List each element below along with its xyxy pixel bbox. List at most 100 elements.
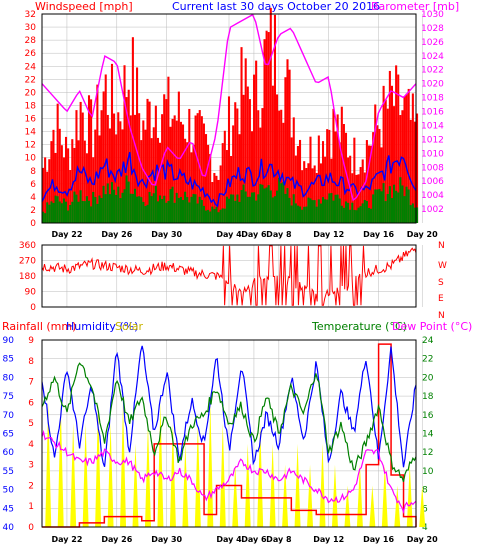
temperature-y-tick: 24 [422,336,434,346]
wind-low-bar [156,201,159,223]
wind-low-bar [69,204,72,223]
wind-low-bar [244,191,247,223]
wind-low-bar [127,181,130,223]
wind-gust-bar [278,110,281,223]
wind-y-tick: 20 [25,88,37,98]
wind-gust-bar [60,145,63,223]
wind-y-tick: 32 [25,10,36,20]
wind-low-bar [259,184,262,223]
wind-low-bar [50,201,53,223]
barometer-y-tick: 1020 [421,80,444,90]
barometer-y-tick: 1002 [421,205,444,215]
barometer-y-tick: 1026 [421,38,444,48]
barometer-y-tick: 1010 [421,149,444,159]
wind-low-bar [184,191,187,223]
wind-gust-bar [294,155,297,223]
wind-low-bar [357,207,360,223]
wind-gust-bar [390,85,394,223]
chart-title: Current last 30 days October 20 2016 [172,0,380,13]
wind-low-bar [311,200,314,223]
wind-gust-bar [52,129,55,223]
wind-gust-bar [194,115,197,223]
solar-spike [95,402,102,527]
rain-y-tick: 7 [28,378,34,388]
wind-low-bar [138,196,141,223]
wind-low-bar [393,184,396,223]
direction-y-tick: 270 [19,257,36,267]
wind-low-bar [248,196,251,223]
wind-low-bar [342,207,345,223]
solar-spike [369,485,376,527]
solar-spike [294,443,301,527]
wind-gust-bar [240,47,243,223]
solar-spike [319,443,326,527]
wind-low-bar [106,183,109,223]
wind-gust-bar [234,102,237,223]
wind-gust-bar [73,147,76,223]
wind-low-bar [81,200,84,223]
wind-low-bar [257,194,260,223]
barometer-y-tick: 1004 [421,191,444,201]
wind-low-bar [152,193,155,223]
wind-gust-bar [255,60,258,224]
temperature-y-tick: 16 [422,411,434,421]
wind-gust-bar [165,99,168,223]
wind-gust-bar [236,108,239,223]
wind-low-bar [161,199,164,223]
wind-low-bar [179,196,182,223]
wind-low-bar [416,207,419,223]
wind-low-bar [213,208,216,223]
solar-spike [120,402,127,527]
wind-y-tick: 24 [25,62,37,72]
wind-gust-bar [253,74,256,224]
wind-low-bar [395,190,398,223]
wind-low-bar [60,203,63,223]
wind-gust-bar [388,70,391,223]
wind-low-bar [309,198,312,223]
x-tick-label: Day 4 [216,535,242,544]
wind-low-bar [98,195,101,223]
wind-low-bar [405,186,408,223]
humidity-y-tick: 60 [3,448,15,458]
solar-spike [157,402,164,527]
wind-gust-bar [64,136,68,223]
wind-gust-bar [317,135,320,223]
wind-low-bar [215,206,218,223]
x-tick-label: Day 20 [407,535,438,544]
wind-low-bar [349,209,352,223]
wind-y-tick: 12 [25,141,36,151]
wind-low-bar [110,182,114,223]
direction-label: S [438,278,444,288]
wind-gust-bar [344,132,348,223]
rain-y-tick: 0 [28,523,34,533]
wind-gust-bar [90,99,93,223]
barometer-y-tick: 1024 [421,52,444,62]
wind-low-bar [108,194,111,223]
wind-low-bar [202,205,205,223]
wind-low-bar [100,198,103,223]
humidity-y-tick: 45 [3,504,14,514]
wind-barometer-panel: 0246810121416182022242628303210021004100… [25,7,444,239]
direction-y-tick: 360 [19,241,36,251]
wind-low-bar [273,196,276,223]
humidity-y-tick: 55 [3,467,14,477]
rainfall-axis-title: Rainfall (mm) [2,320,76,333]
solar-spike [394,485,401,527]
rain-y-tick: 4 [28,440,34,450]
wind-low-bar [384,201,387,223]
wind-gust-bar [259,127,262,223]
solar-axis-title: Solar [115,320,144,333]
wind-gust-bar [357,174,360,223]
wind-gust-bar [280,109,283,223]
x-tick-label: Day 30 [151,230,182,239]
wind-gust-bar [315,172,318,223]
wind-gust-bar [159,142,162,223]
wind-low-bar [146,204,149,223]
wind-low-bar [401,185,404,223]
temperature-axis-title: Temperature (°C) [311,320,407,333]
wind-low-bar [288,197,291,223]
wind-low-bar [144,206,147,223]
wind-y-tick: 0 [30,219,36,229]
wind-low-bar [73,191,76,223]
wind-low-bar [71,201,74,223]
